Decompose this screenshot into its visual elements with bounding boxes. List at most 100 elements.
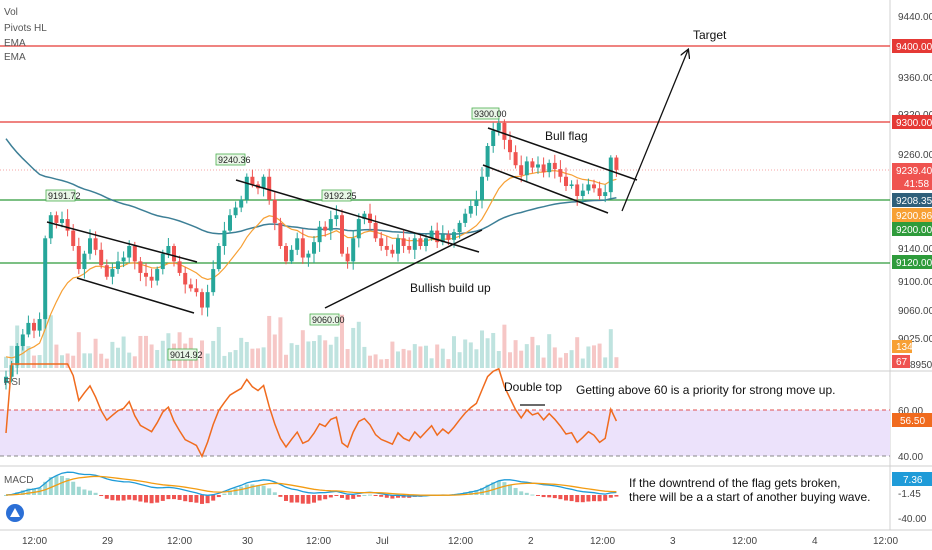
candle[interactable] — [485, 143, 490, 181]
candle[interactable] — [284, 243, 288, 265]
candle[interactable] — [345, 247, 350, 269]
candle[interactable] — [323, 221, 328, 237]
candle[interactable] — [4, 370, 8, 390]
candle[interactable] — [205, 284, 210, 317]
price-tags[interactable]: 9400.00 9300.00 9239.40 41:58 9208.35 92… — [892, 39, 932, 368]
candle[interactable] — [536, 156, 540, 174]
target-arrow[interactable] — [621, 50, 688, 212]
candle[interactable] — [412, 232, 417, 260]
candle[interactable] — [530, 158, 535, 173]
candle[interactable] — [222, 221, 227, 255]
candle[interactable] — [104, 259, 109, 280]
candle[interactable] — [60, 211, 64, 228]
candle[interactable] — [278, 217, 283, 249]
candle[interactable] — [295, 232, 300, 256]
candle[interactable] — [496, 118, 501, 136]
candle[interactable] — [541, 157, 546, 178]
candle[interactable] — [312, 236, 316, 263]
macd-line[interactable] — [5, 471, 617, 497]
candle[interactable] — [82, 250, 87, 279]
candle[interactable] — [194, 279, 199, 297]
candle[interactable] — [340, 209, 344, 257]
candle[interactable] — [334, 205, 339, 227]
candle[interactable] — [43, 235, 48, 329]
legend-vol[interactable]: Vol — [4, 7, 18, 18]
candle[interactable] — [99, 242, 104, 269]
candle[interactable] — [491, 122, 496, 153]
candle[interactable] — [88, 229, 92, 260]
candle[interactable] — [317, 220, 322, 252]
candles[interactable] — [4, 118, 619, 390]
time-axis[interactable]: 12:00 29 12:00 30 12:00 Jul 12:00 2 12:00 3 12:00 4… — [22, 536, 898, 547]
candle[interactable] — [200, 288, 204, 316]
candle[interactable] — [356, 213, 361, 248]
flag-top-line[interactable] — [487, 127, 638, 181]
candle[interactable] — [132, 241, 137, 270]
candle[interactable] — [368, 203, 372, 231]
rsi-label[interactable]: RSI — [4, 377, 21, 388]
candle[interactable] — [155, 266, 160, 286]
bear-channel-top-2[interactable] — [235, 179, 480, 253]
candle[interactable] — [524, 156, 529, 182]
legend-ema-2[interactable]: EMA — [4, 52, 26, 63]
bear-channel-bottom-1[interactable] — [76, 277, 195, 314]
candle[interactable] — [435, 222, 440, 248]
candle[interactable] — [188, 278, 193, 292]
indicator-legend[interactable]: Vol Pivots HL EMA EMA — [4, 7, 47, 63]
candle[interactable] — [116, 251, 120, 274]
candle[interactable] — [603, 184, 608, 203]
candle[interactable] — [183, 267, 188, 294]
candle[interactable] — [177, 255, 182, 276]
bullish-build-up-line[interactable] — [324, 229, 483, 309]
candle[interactable] — [306, 250, 311, 267]
candle[interactable] — [547, 159, 552, 178]
candle[interactable] — [110, 263, 115, 285]
candle[interactable] — [54, 211, 59, 229]
ema-slow-line[interactable] — [5, 138, 617, 235]
candle[interactable] — [149, 268, 154, 288]
legend-ema-1[interactable]: EMA — [4, 38, 26, 49]
candle[interactable] — [474, 190, 479, 216]
candle[interactable] — [160, 249, 165, 275]
candle[interactable] — [289, 245, 294, 264]
candle[interactable] — [121, 251, 126, 268]
candle[interactable] — [373, 215, 378, 242]
candle[interactable] — [244, 173, 249, 204]
candle[interactable] — [272, 192, 277, 231]
candle[interactable] — [564, 167, 568, 191]
candle[interactable] — [15, 343, 20, 375]
candle[interactable] — [26, 315, 31, 338]
candle[interactable] — [597, 181, 602, 200]
candle[interactable] — [239, 195, 244, 213]
candle[interactable] — [144, 263, 148, 287]
candle[interactable] — [401, 229, 406, 253]
candle[interactable] — [216, 243, 221, 272]
candle[interactable] — [228, 209, 232, 234]
legend-pivots[interactable]: Pivots HL — [4, 23, 47, 34]
candle[interactable] — [569, 180, 574, 189]
candle[interactable] — [351, 230, 356, 270]
candle[interactable] — [211, 260, 216, 296]
candle[interactable] — [261, 174, 266, 197]
candle[interactable] — [172, 243, 176, 267]
signal-line[interactable] — [5, 475, 617, 496]
flag-bottom-line[interactable] — [482, 164, 609, 214]
candle[interactable] — [519, 155, 524, 183]
candle[interactable] — [513, 145, 518, 169]
candle[interactable] — [418, 235, 423, 250]
macd-label[interactable]: MACD — [4, 475, 33, 486]
candle[interactable] — [138, 256, 143, 282]
candle[interactable] — [65, 209, 70, 237]
candle[interactable] — [37, 312, 42, 337]
candle[interactable] — [552, 154, 557, 179]
candle[interactable] — [580, 183, 585, 203]
candle[interactable] — [379, 231, 384, 251]
candle[interactable] — [407, 237, 412, 254]
candle[interactable] — [608, 155, 613, 199]
candle[interactable] — [558, 160, 563, 183]
candle[interactable] — [328, 210, 333, 240]
candle[interactable] — [32, 318, 36, 339]
candle[interactable] — [267, 168, 272, 205]
candle[interactable] — [20, 328, 25, 351]
